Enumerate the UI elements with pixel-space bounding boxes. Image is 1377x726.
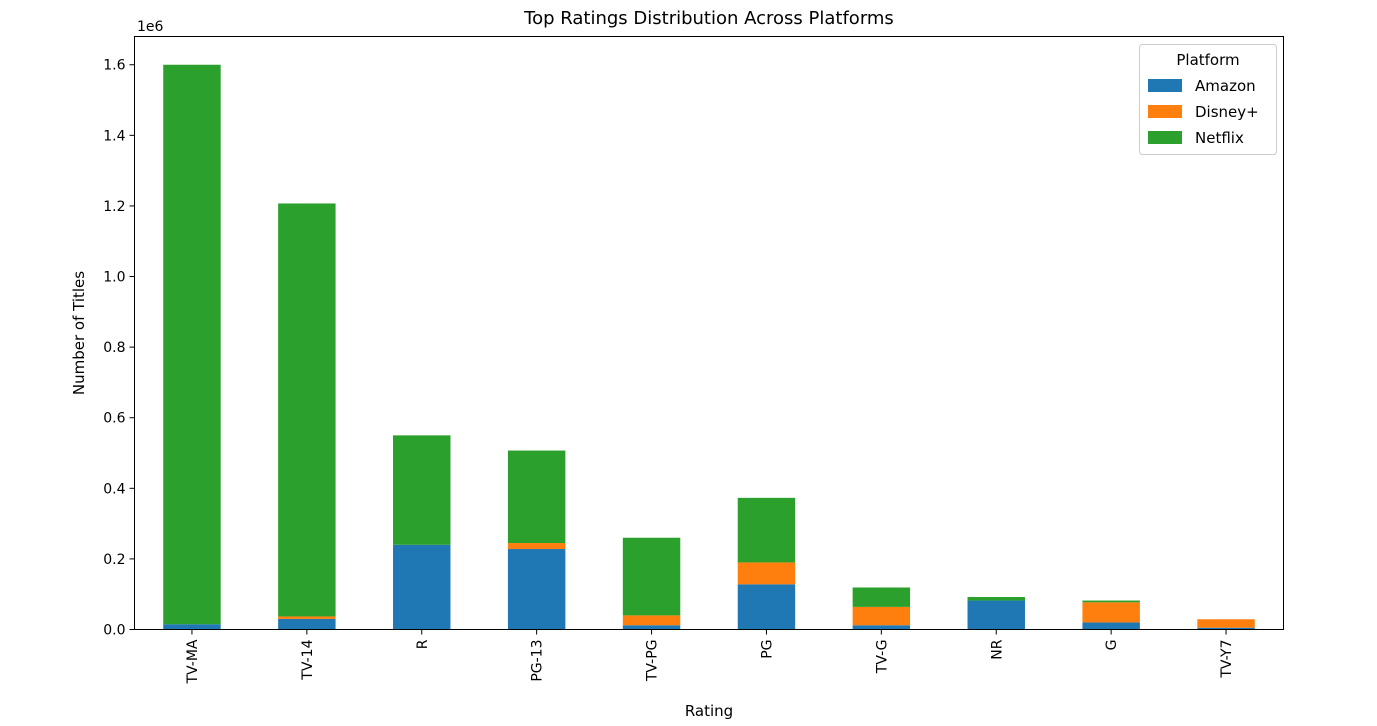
y-tick-label: 0.8 [103,340,125,356]
x-tick-label: TV-Y7 [1219,640,1235,679]
y-tick-label: 0.0 [103,623,125,639]
x-tick-label: TV-MA [185,639,201,684]
y-tick-label: 1.4 [103,128,125,144]
bar-netflix-nr [967,597,1025,601]
legend-label: Disney+ [1195,103,1259,121]
bar-disney--tv-y7 [1197,619,1255,628]
x-tick-label: R [415,639,431,649]
bar-amazon-r [393,544,451,630]
x-tick-label: PG-13 [530,640,546,682]
legend-label: Netflix [1195,129,1244,147]
chart-title: Top Ratings Distribution Across Platform… [523,8,894,29]
y-tick-label: 0.4 [103,481,125,497]
y-axis: 0.0 0.2 0.4 0.6 0.8 1.0 1.2 1.4 1.6 [103,58,135,639]
bar-netflix-g [1082,600,1140,603]
bar-disney--tv-g [852,606,911,626]
legend-entries: Amazon Disney+ Netflix [1148,77,1259,147]
legend-swatch [1148,79,1182,92]
bar-netflix-r [393,435,451,545]
legend-swatch [1148,131,1182,144]
bar-amazon-nr [967,600,1025,630]
x-tick-label: TV-G [874,640,890,675]
x-tick-label: PG [759,640,775,659]
legend: Platform Amazon Disney+ Netflix [1139,44,1277,155]
bar-disney--tv-14 [278,616,336,619]
x-axis-label: Rating [685,702,733,720]
x-tick-label: TV-PG [645,640,661,683]
bar-amazon-tv-y7 [1197,627,1255,630]
x-tick-label: G [1104,640,1120,651]
y-tick-label: 0.6 [103,411,125,427]
bar-amazon-pg [737,584,796,630]
bars-layer [163,64,1255,630]
bar-netflix-tv-14 [278,203,336,617]
bar-amazon-pg-13 [507,549,566,630]
legend-box [1139,44,1277,155]
bar-amazon-tv-ma [163,624,221,630]
bar-netflix-pg-13 [507,450,566,544]
legend-label: Amazon [1195,77,1256,95]
y-axis-offset-text: 1e6 [137,19,164,35]
legend-swatch [1148,105,1182,118]
bar-netflix-pg [737,497,796,563]
y-tick-label: 1.6 [103,58,125,74]
bar-disney--tv-pg [622,615,681,626]
y-tick-label: 1.2 [103,199,125,215]
bar-amazon-tv-pg [622,625,681,630]
bar-amazon-g [1082,622,1140,630]
bar-disney--g [1082,602,1140,623]
plot-frame [134,36,1284,630]
bar-amazon-tv-g [852,625,911,630]
y-axis-label: Number of Titles [70,271,88,395]
bar-amazon-tv-14 [278,618,336,630]
y-tick-label: 0.2 [103,552,125,568]
bar-netflix-tv-g [852,587,911,607]
bar-netflix-tv-ma [163,64,221,625]
legend-title: Platform [1176,51,1239,69]
bar-netflix-tv-pg [622,537,681,616]
bar-disney--pg [737,562,796,585]
x-tick-label: TV-14 [300,639,316,680]
y-tick-label: 1.0 [103,270,125,286]
x-tick-label: NR [989,639,1005,659]
x-axis: TV-MA TV-14 R PG-13 TV-PG PG TV-G NR G TV-Y7 [185,629,1235,685]
bar-disney--pg-13 [507,543,566,550]
